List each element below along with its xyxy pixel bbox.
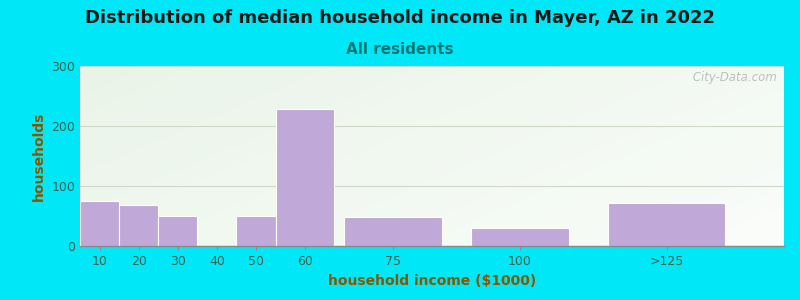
Bar [471,228,569,246]
Text: City-Data.com: City-Data.com [689,71,777,84]
Bar [158,216,198,246]
Text: Distribution of median household income in Mayer, AZ in 2022: Distribution of median household income … [85,9,715,27]
Bar [275,109,334,246]
Bar [608,203,726,246]
Bar [80,201,119,246]
X-axis label: household income ($1000): household income ($1000) [328,274,536,288]
Y-axis label: households: households [32,111,46,201]
Text: All residents: All residents [346,42,454,57]
Bar [344,217,442,246]
Bar [237,216,275,246]
Bar [119,205,158,246]
